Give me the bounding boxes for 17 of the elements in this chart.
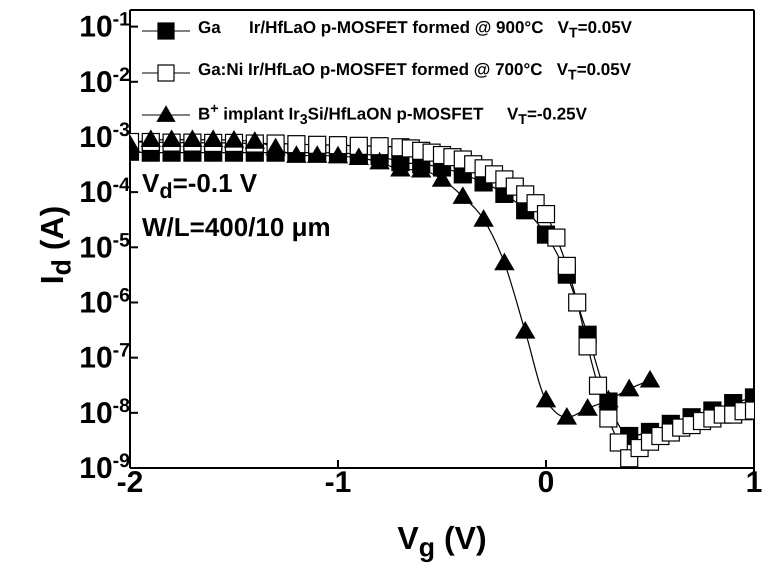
x-axis-title: V$_{g}$ (V) (396, 520, 488, 564)
x-tick-label: -1 (324, 466, 352, 499)
annotation: W/L=400/10 μm (142, 212, 331, 243)
y-tick-label: 10$^{-3}$ (79, 118, 130, 154)
y-tick-label: 10$^{-4}$ (79, 174, 130, 210)
x-tick-label: 0 (538, 466, 554, 499)
y-tick-label: 10$^{-1}$ (79, 8, 130, 44)
annotation: V$_{d}$=-0.1 V (142, 168, 258, 204)
y-tick-label: 10$^{-2}$ (79, 64, 130, 99)
x-tick-label: -2 (116, 466, 144, 499)
legend-label: Ga:Ni Ir/HfLaO p-MOSFET formed @ 700°C V$_{T}$=0.05V (198, 60, 632, 86)
legend-label: Ga Ir/HfLaO p-MOSFET formed @ 900°C V$_{T}$=0.05V (198, 18, 632, 44)
y-tick-label: 10$^{-5}$ (79, 229, 130, 264)
y-tick-label: 10$^{-6}$ (79, 284, 130, 320)
y-tick-label: 10$^{-7}$ (79, 340, 130, 375)
legend-label: B$^{+}$ implant Ir$_{3}$Si/HfLaON p-MOSFET V$_{T}$=-0.25V (198, 100, 587, 131)
y-tick-label: 10$^{-8}$ (79, 394, 130, 430)
